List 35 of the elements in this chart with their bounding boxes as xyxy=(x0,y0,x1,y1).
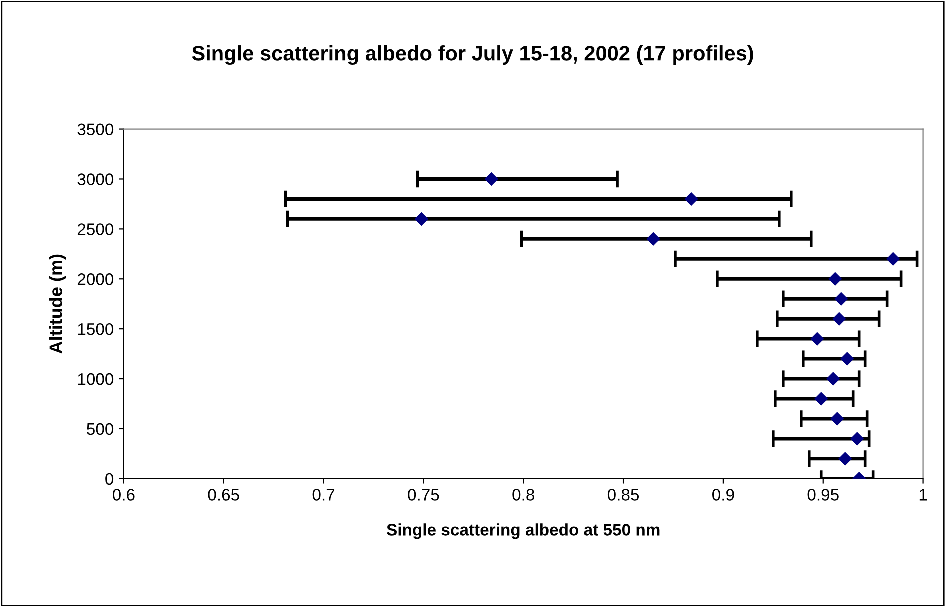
x-tick-label: 0.7 xyxy=(312,489,335,501)
point xyxy=(838,452,852,466)
point xyxy=(850,432,864,446)
point xyxy=(646,232,660,246)
y-tick-label: 1000 xyxy=(78,373,114,386)
point xyxy=(834,292,848,306)
x-tick-label: 0.9 xyxy=(712,489,734,501)
point xyxy=(826,372,840,386)
chart-title: Single scattering albedo for July 15-18, 2002 (17 profiles) xyxy=(192,46,754,66)
point xyxy=(810,332,824,346)
point xyxy=(415,212,428,226)
y-tick-label: 0 xyxy=(106,473,114,486)
point xyxy=(684,192,698,206)
y-tick-label: 500 xyxy=(87,423,114,436)
x-tick-label: 0.65 xyxy=(208,489,240,501)
x-tick-label: 0.95 xyxy=(808,489,839,501)
y-tick-label: 2000 xyxy=(78,274,114,286)
x-tick-label: 0.85 xyxy=(608,489,640,501)
point xyxy=(830,412,844,426)
y-tick-label: 3000 xyxy=(78,174,114,186)
x-tick-label: 0.75 xyxy=(408,489,440,501)
x-tick-label: 0.6 xyxy=(112,489,135,501)
x-axis-title: Single scattering albedo at 550 nm xyxy=(387,524,660,540)
y-tick-label: 2500 xyxy=(78,224,114,236)
x-tick-label: 0.8 xyxy=(512,489,534,501)
point xyxy=(814,392,828,406)
y-axis-title: Altitude (m) xyxy=(49,254,66,354)
y-tick-label: 1500 xyxy=(78,323,114,336)
x-tick-label: 1 xyxy=(920,489,928,501)
point xyxy=(840,352,854,366)
point xyxy=(886,252,900,266)
y-tick-label: 3500 xyxy=(78,124,114,136)
point xyxy=(828,272,842,286)
point xyxy=(832,312,846,326)
point xyxy=(485,172,498,186)
